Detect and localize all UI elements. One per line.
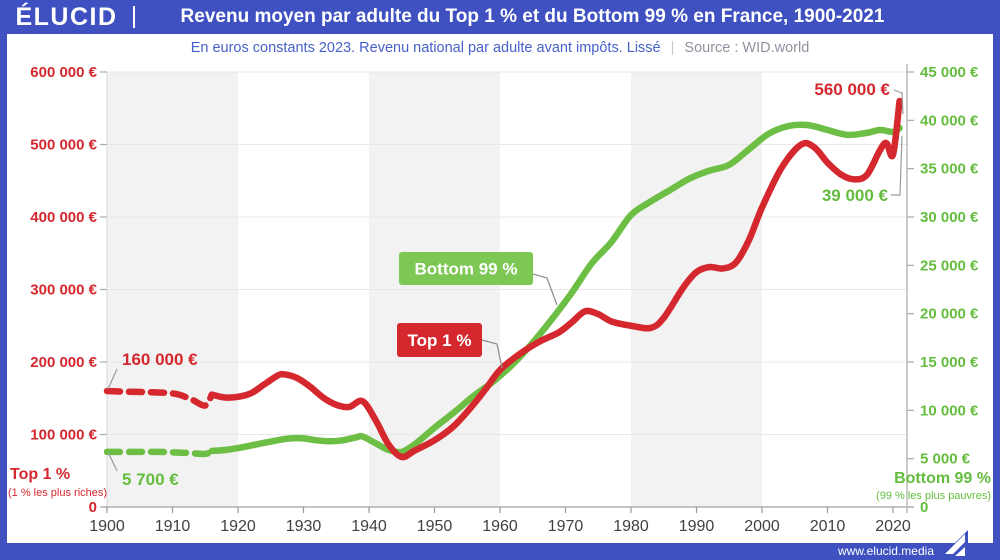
chart-area: 600 000 € 500 000 € 400 000 € 300 000 € 200 … — [7, 62, 993, 543]
value-annotation: 160 000 € — [122, 350, 198, 369]
value-annotation: 560 000 € — [814, 80, 890, 99]
footer-url[interactable]: www.elucid.media — [837, 544, 934, 558]
right-axis-tick-label: 35 000 € — [920, 161, 979, 178]
annotation-connector — [107, 368, 118, 390]
subtitle-bar: En euros constants 2023. Revenu national… — [7, 34, 993, 62]
annotation-connector — [891, 135, 903, 196]
right-axis-tick-label: 45 000 € — [920, 64, 979, 81]
series-label-text: Bottom 99 % — [415, 260, 518, 279]
right-axis-caption: Bottom 99 % — [894, 470, 991, 487]
left-axis-caption: Top 1 % — [10, 466, 70, 483]
x-axis-tick-label: 1980 — [613, 518, 649, 535]
x-axis-tick-label: 1960 — [482, 518, 518, 535]
annotation-connector — [893, 89, 904, 115]
x-axis-tick-label: 2020 — [875, 518, 911, 535]
top-1--line — [208, 97, 903, 461]
left-axis-tick-label: 400 000 € — [30, 209, 97, 226]
header-divider — [133, 6, 135, 28]
series-label-box — [397, 323, 482, 357]
right-axis-tick-label: 40 000 € — [920, 112, 979, 129]
value-annotation: 39 000 € — [822, 186, 889, 205]
left-axis-tick-label: 500 000 € — [30, 137, 97, 154]
left-axis-tick-label: 100 000 € — [30, 427, 97, 444]
chart-title: Revenu moyen par adulte du Top 1 % et du… — [180, 6, 885, 27]
right-axis-tick-label: 0 — [920, 499, 928, 516]
x-axis-tick-label: 1930 — [286, 518, 322, 535]
x-axis-tick-label: 1940 — [351, 518, 387, 535]
footer-bar: www.elucid.media — [0, 530, 1000, 560]
x-axis-tick-label: 1900 — [89, 518, 125, 535]
top-1--line-dashed — [103, 387, 216, 409]
left-axis-tick-label: 0 — [89, 499, 97, 516]
elucid-logo: ÉLUCID — [15, 3, 118, 31]
right-axis-tick-label: 30 000 € — [920, 209, 979, 226]
left-axis-caption-sub: (1 % les plus riches) — [8, 487, 107, 499]
x-axis-tick-label: 1920 — [220, 518, 256, 535]
x-axis-tick-label: 1990 — [679, 518, 715, 535]
right-axis-tick-label: 20 000 € — [920, 306, 979, 323]
series-label-text: Top 1 % — [408, 331, 472, 350]
annotation-connector — [107, 451, 118, 472]
left-axis-tick-label: 200 000 € — [30, 354, 97, 371]
x-axis-tick-label: 1950 — [417, 518, 453, 535]
x-axis-tick-label: 2010 — [810, 518, 846, 535]
x-axis-tick-label: 2000 — [744, 518, 780, 535]
right-axis-tick-label: 15 000 € — [920, 354, 979, 371]
income-line-chart: 600 000 € 500 000 € 400 000 € 300 000 € 200 … — [8, 64, 991, 535]
right-axis-tick-label: 10 000 € — [920, 402, 979, 419]
label-connector — [481, 339, 503, 369]
left-axis-tick-label: 600 000 € — [30, 64, 97, 81]
subtitle-text: En euros constants 2023. Revenu national… — [190, 40, 661, 56]
value-annotation: 5 700 € — [122, 470, 179, 489]
label-connector — [532, 273, 558, 306]
bottom-99--line — [208, 121, 903, 456]
source-text: Source : WID.world — [684, 40, 810, 56]
right-axis-tick-label: 25 000 € — [920, 257, 979, 274]
left-axis-tick-label: 300 000 € — [30, 282, 97, 299]
subtitle-separator: | — [670, 40, 675, 56]
x-axis-tick-label: 1970 — [548, 518, 584, 535]
x-axis-tick-label: 1910 — [155, 518, 191, 535]
elucid-logo-icon — [940, 530, 968, 558]
header-bar: ÉLUCID Revenu moyen par adulte du Top 1 … — [0, 0, 1000, 34]
bottom-99--line-dashed — [103, 447, 216, 458]
right-axis-tick-label: 5 000 € — [920, 451, 971, 468]
series-label-box — [399, 252, 533, 285]
right-axis-caption-sub: (99 % les plus pauvres) — [876, 490, 991, 502]
